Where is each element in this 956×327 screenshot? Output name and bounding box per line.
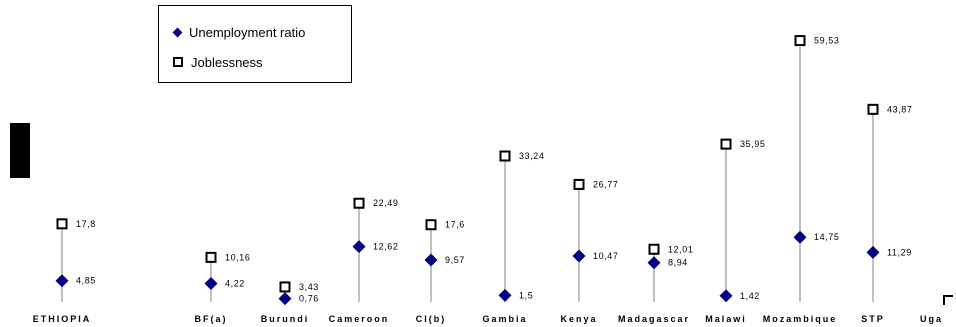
unemployment-label-madagascar: 8,94 (668, 258, 688, 268)
joblessness-point-malawi (720, 138, 732, 150)
joblessness-label-madagascar: 12,01 (668, 244, 694, 254)
joblessness-point-madagascar (648, 243, 660, 255)
unemployment-point-ci-b (424, 253, 438, 267)
category-label-malawi: Malawi (705, 314, 747, 324)
unemployment-label-stp: 11,29 (887, 247, 912, 257)
joblessness-label-cameroon: 22,49 (373, 198, 399, 208)
joblessness-point-ci-b (425, 219, 437, 231)
joblessness-label-kenya: 26,77 (593, 179, 619, 189)
legend-label-joblessness: Joblessness (191, 54, 263, 70)
joblessness-point-gambia (499, 150, 511, 162)
category-label-uganda: Uga (920, 314, 943, 324)
joblessness-point-bf-a (205, 251, 217, 263)
unemployment-label-kenya: 10,47 (593, 251, 619, 261)
square-marker-icon (173, 57, 183, 67)
joblessness-label-stp: 43,87 (887, 104, 913, 114)
side-tab-marker (10, 123, 30, 178)
joblessness-label-burundi: 3,43 (299, 282, 319, 292)
unemployment-label-bf-a: 4,22 (225, 278, 245, 288)
legend-label-unemployment: Unemployment ratio (189, 24, 306, 40)
diamond-marker-icon (172, 27, 183, 37)
category-label-kenya: Kenya (560, 314, 597, 324)
unemployment-point-gambia (498, 288, 512, 302)
unemployment-point-kenya (572, 249, 586, 263)
unemployment-label-malawi: 1,42 (740, 291, 760, 301)
joblessness-point-stp (867, 103, 879, 115)
joblessness-label-ci-b: 17,6 (445, 220, 465, 230)
category-label-burundi: Burundi (261, 314, 310, 324)
unemployment-point-cameroon (352, 240, 366, 254)
joblessness-point-uganda (943, 295, 953, 305)
joblessness-point-cameroon (353, 197, 365, 209)
unemployment-label-ethiopia: 4,85 (76, 276, 96, 286)
unemployment-point-madagascar (647, 256, 661, 270)
joblessness-label-bf-a: 10,16 (225, 252, 251, 262)
joblessness-point-mozambique (794, 35, 806, 47)
legend-item-unemployment: Unemployment ratio (172, 24, 306, 40)
category-label-gambia: Gambia (482, 314, 527, 324)
joblessness-point-ethiopia (56, 218, 68, 230)
legend-item-joblessness: Joblessness (173, 54, 263, 70)
unemployment-point-bf-a (204, 276, 218, 290)
unemployment-label-cameroon: 12,62 (373, 242, 399, 252)
unemployment-point-ethiopia (55, 274, 69, 288)
joblessness-point-kenya (573, 178, 585, 190)
unemployment-point-malawi (719, 289, 733, 303)
chart-legend: Unemployment ratio Joblessness (158, 5, 352, 83)
unemployment-label-mozambique: 14,75 (814, 232, 840, 242)
unemployment-point-stp (866, 245, 880, 259)
joblessness-label-malawi: 35,95 (740, 139, 766, 149)
unemployment-point-mozambique (793, 230, 807, 244)
joblessness-label-gambia: 33,24 (519, 151, 545, 161)
joblessness-label-ethiopia: 17,8 (76, 219, 96, 229)
joblessness-label-mozambique: 59,53 (814, 36, 840, 46)
category-label-madagascar: Madagascar (618, 314, 690, 324)
category-label-bf-a: BF(a) (195, 314, 228, 324)
joblessness-point-burundi (279, 281, 291, 293)
category-label-ci-b: CI(b) (416, 314, 447, 324)
unemployment-point-burundi (278, 292, 292, 306)
category-label-stp: STP (861, 314, 885, 324)
unemployment-label-burundi: 0,76 (299, 294, 319, 304)
category-label-ethiopia: ETHIOPIA (33, 314, 92, 324)
unemployment-label-gambia: 1,5 (519, 290, 533, 300)
category-label-mozambique: Mozambique (763, 314, 838, 324)
category-label-cameroon: Cameroon (329, 314, 390, 324)
unemployment-label-ci-b: 9,57 (445, 255, 465, 265)
